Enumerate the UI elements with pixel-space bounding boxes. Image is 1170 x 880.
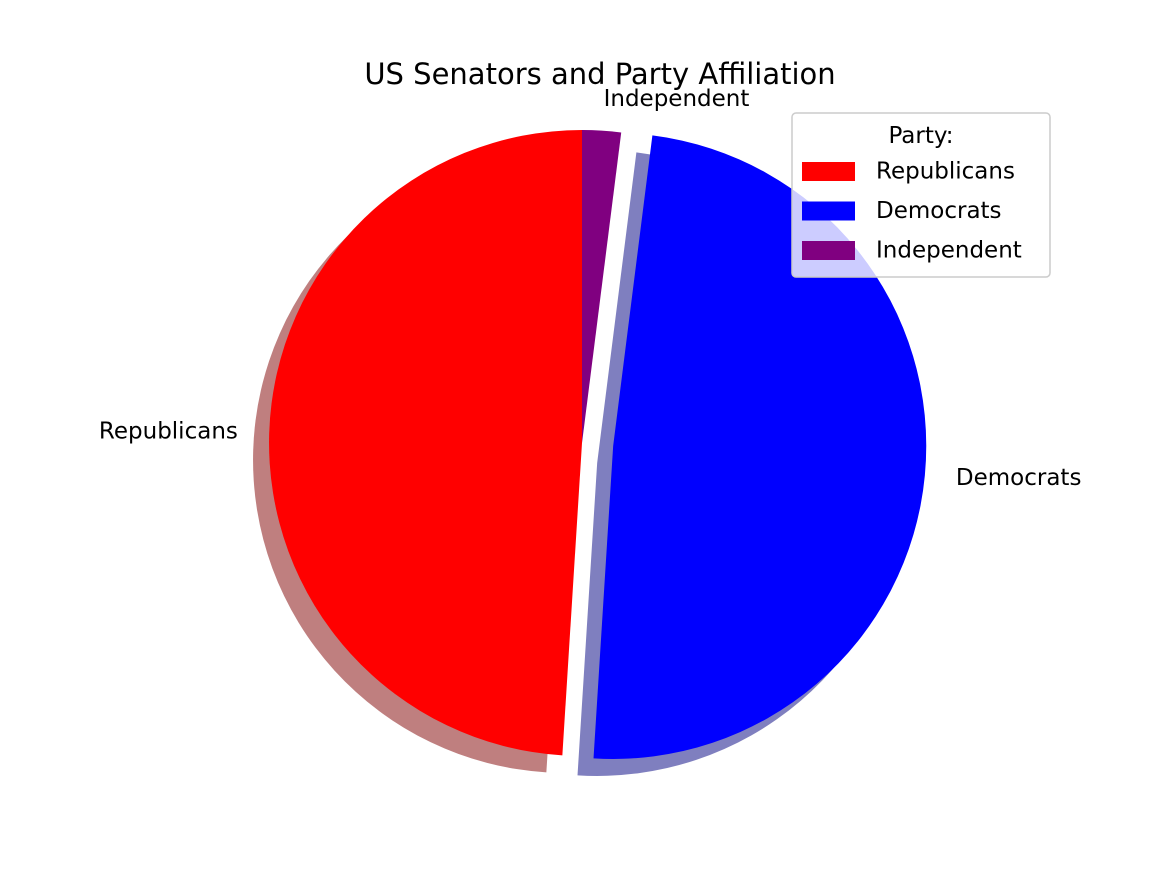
legend-entries: Republicans Democrats Independent xyxy=(802,159,1022,264)
slice-independent xyxy=(582,130,622,443)
slice-label-independent: Independent xyxy=(604,86,750,112)
legend-label-democrats: Democrats xyxy=(876,198,1002,224)
legend-label-independent: Independent xyxy=(876,238,1022,264)
slice-label-republicans: Republicans xyxy=(99,419,238,445)
legend-label-republicans: Republicans xyxy=(876,159,1015,185)
pie-slices xyxy=(269,130,927,759)
slice-label-democrats: Democrats xyxy=(956,465,1082,491)
chart-title: US Senators and Party Affiliation xyxy=(364,57,835,91)
legend-title: Party: xyxy=(888,123,953,149)
legend: Party: Republicans Democrats Independent xyxy=(791,112,1051,278)
slice-labels: Republicans Democrats Independent xyxy=(99,86,1082,491)
legend-swatch-republicans xyxy=(802,162,855,181)
slice-democrats xyxy=(593,135,927,759)
legend-swatch-independent xyxy=(802,241,855,260)
legend-box xyxy=(791,112,1051,278)
legend-swatch-democrats xyxy=(802,201,855,221)
slice-republicans xyxy=(269,130,582,756)
